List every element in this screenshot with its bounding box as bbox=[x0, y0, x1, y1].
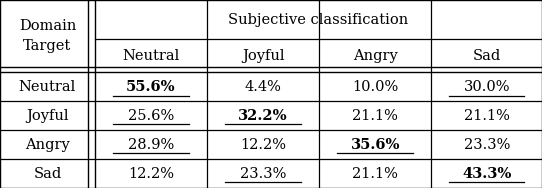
Text: Subjective classification: Subjective classification bbox=[228, 13, 409, 27]
Text: 23.3%: 23.3% bbox=[463, 138, 510, 152]
Text: 21.1%: 21.1% bbox=[464, 109, 509, 123]
Text: 35.6%: 35.6% bbox=[351, 138, 400, 152]
Text: Domain
Target: Domain Target bbox=[19, 19, 76, 53]
Text: 43.3%: 43.3% bbox=[462, 167, 512, 180]
Text: 4.4%: 4.4% bbox=[244, 80, 282, 94]
Text: 12.2%: 12.2% bbox=[240, 138, 286, 152]
Text: 55.6%: 55.6% bbox=[126, 80, 176, 94]
Text: 30.0%: 30.0% bbox=[463, 80, 510, 94]
Text: 23.3%: 23.3% bbox=[240, 167, 286, 180]
Text: Angry: Angry bbox=[353, 49, 398, 63]
Text: Sad: Sad bbox=[473, 49, 501, 63]
Text: Sad: Sad bbox=[33, 167, 62, 180]
Text: Neutral: Neutral bbox=[19, 80, 76, 94]
Text: 21.1%: 21.1% bbox=[352, 109, 398, 123]
Text: Joyful: Joyful bbox=[242, 49, 285, 63]
Text: 25.6%: 25.6% bbox=[128, 109, 174, 123]
Text: 32.2%: 32.2% bbox=[238, 109, 288, 123]
Text: 12.2%: 12.2% bbox=[128, 167, 174, 180]
Text: Neutral: Neutral bbox=[122, 49, 179, 63]
Text: Joyful: Joyful bbox=[26, 109, 69, 123]
Text: Angry: Angry bbox=[25, 138, 70, 152]
Text: 28.9%: 28.9% bbox=[128, 138, 174, 152]
Text: 21.1%: 21.1% bbox=[352, 167, 398, 180]
Text: 10.0%: 10.0% bbox=[352, 80, 398, 94]
